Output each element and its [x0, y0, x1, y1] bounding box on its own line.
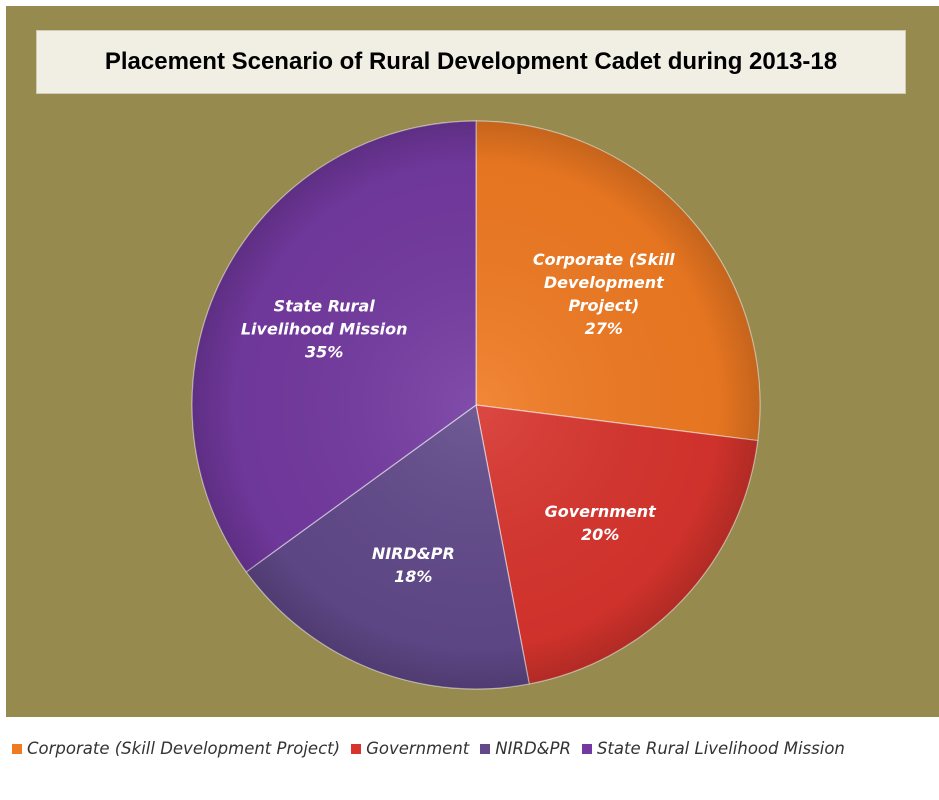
legend-swatch — [351, 744, 361, 754]
legend-label: State Rural Livelihood Mission — [597, 739, 845, 758]
chart-legend: Corporate (Skill Development Project) Gov… — [0, 717, 939, 800]
legend-swatch — [582, 744, 592, 754]
legend-item-state-rural-livelihood-mission: State Rural Livelihood Mission — [582, 739, 845, 758]
legend-swatch — [480, 744, 490, 754]
legend-label: NIRD&PR — [495, 739, 571, 758]
legend-swatch — [12, 744, 22, 754]
pie-chart: Corporate (Skill Development Project) 27%Go… — [0, 0, 939, 717]
legend-label: Government — [366, 739, 469, 758]
legend-item-government: Government — [351, 739, 469, 758]
legend-item-corporate-skill-development-project: Corporate (Skill Development Project) — [12, 739, 340, 758]
legend-label: Corporate (Skill Development Project) — [27, 739, 340, 758]
legend-item-nird-pr: NIRD&PR — [480, 739, 571, 758]
